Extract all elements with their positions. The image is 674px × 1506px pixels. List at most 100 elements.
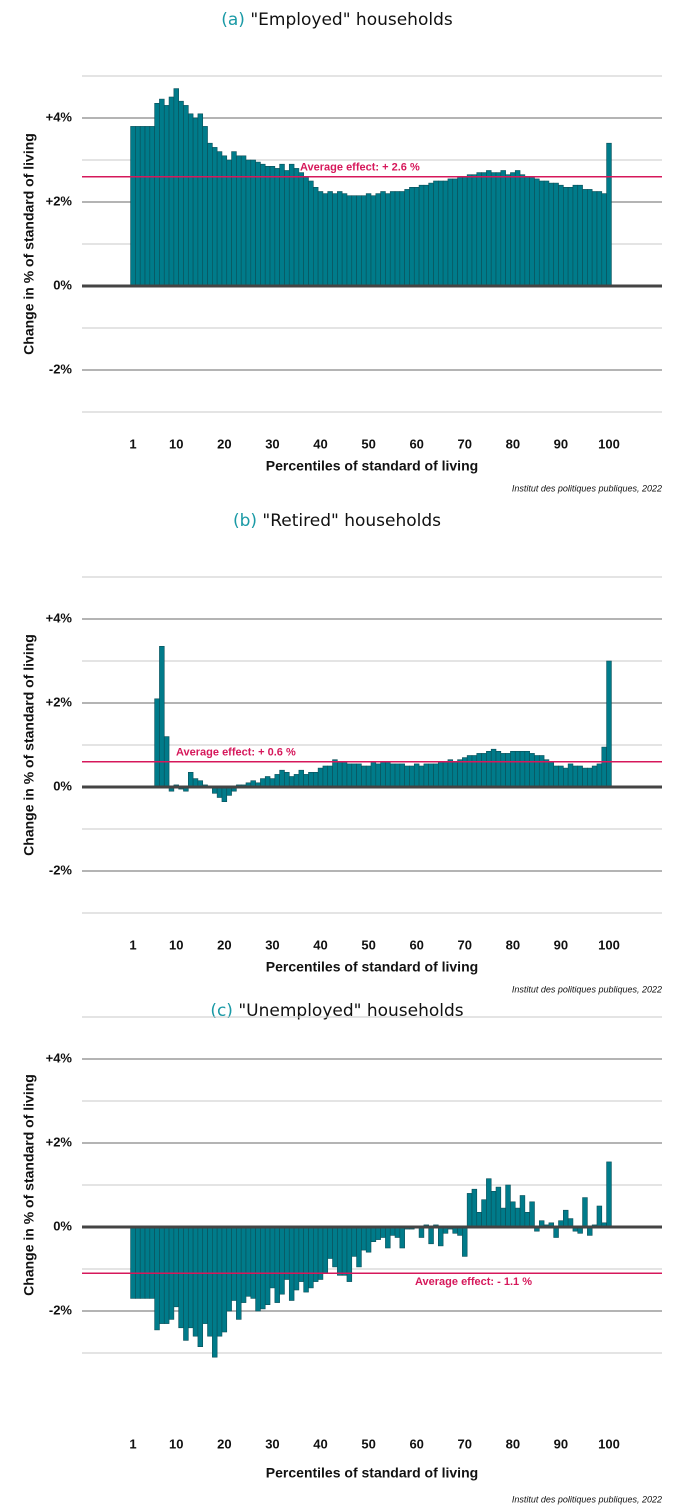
- bar: [149, 1226, 155, 1299]
- bar: [548, 182, 555, 287]
- bar: [231, 1226, 237, 1301]
- bar: [149, 126, 155, 287]
- bar: [144, 1226, 151, 1299]
- y-tick-label: +4%: [46, 1050, 73, 1065]
- bar: [337, 191, 343, 287]
- bar: [341, 1226, 348, 1276]
- bar: [303, 774, 309, 788]
- bar: [240, 1226, 247, 1303]
- bar: [582, 767, 588, 788]
- bar: [187, 1226, 194, 1329]
- x-tick-label: 10: [169, 937, 183, 952]
- average-label: Average effect: + 0.6 %: [176, 747, 296, 759]
- bar: [519, 174, 526, 287]
- bar: [510, 172, 516, 287]
- bar: [288, 776, 295, 788]
- y-axis-label: Change in % of standard of living: [21, 133, 37, 355]
- average-label: Average effect: + 2.6 %: [300, 162, 420, 174]
- chart-title: (b) "Retired" households: [233, 511, 441, 531]
- bar: [361, 1226, 367, 1251]
- bar: [423, 184, 429, 287]
- x-tick-label: 40: [313, 1436, 327, 1451]
- bar: [519, 1195, 526, 1228]
- bar: [327, 765, 333, 788]
- y-tick-label: +2%: [46, 1134, 73, 1149]
- bar: [490, 748, 497, 788]
- bar: [389, 191, 396, 287]
- bar: [582, 1197, 588, 1228]
- bar: [462, 1226, 468, 1257]
- bar: [351, 195, 357, 287]
- bar: [317, 767, 324, 788]
- bar: [346, 195, 353, 287]
- bar: [159, 98, 165, 287]
- bar: [433, 763, 439, 788]
- bar: [351, 763, 357, 788]
- bar: [250, 1226, 256, 1299]
- bar: [596, 1205, 603, 1228]
- bar: [269, 1226, 276, 1289]
- x-axis-label: Percentiles of standard of living: [266, 959, 478, 975]
- bar: [284, 771, 290, 788]
- bar: [514, 170, 521, 287]
- bar: [212, 147, 218, 287]
- bar: [192, 1226, 199, 1337]
- bar: [284, 170, 290, 287]
- bar: [538, 180, 545, 287]
- bar: [212, 1226, 218, 1358]
- bar: [322, 765, 329, 788]
- bar: [413, 763, 420, 788]
- x-tick-label: 30: [265, 436, 279, 451]
- bar: [471, 1188, 478, 1228]
- bar: [337, 1226, 343, 1276]
- bar: [567, 763, 574, 788]
- bar: [187, 771, 194, 788]
- bar: [313, 187, 319, 287]
- bar: [154, 698, 160, 788]
- x-axis-label: Percentiles of standard of living: [266, 1465, 478, 1481]
- x-tick-label: 70: [458, 937, 472, 952]
- bar: [447, 759, 454, 788]
- bar: [563, 1209, 569, 1228]
- bar: [288, 163, 295, 287]
- bar: [500, 1207, 506, 1228]
- bar: [317, 191, 324, 287]
- bar: [514, 1207, 521, 1228]
- bar: [466, 755, 473, 788]
- bar: [428, 763, 434, 788]
- bar: [577, 184, 583, 287]
- bar: [524, 176, 530, 287]
- title-text: "Retired" households: [262, 511, 441, 531]
- bar: [505, 1184, 511, 1228]
- bar: [529, 753, 535, 788]
- bar: [481, 753, 487, 788]
- bar: [572, 184, 579, 287]
- bar: [466, 1193, 473, 1228]
- x-tick-label: 50: [361, 937, 375, 952]
- bar: [139, 1226, 146, 1299]
- bar: [563, 767, 569, 788]
- bar: [279, 769, 285, 788]
- bar: [183, 1226, 189, 1341]
- bar: [240, 155, 247, 287]
- x-tick-label: 90: [554, 937, 568, 952]
- bar: [524, 1212, 530, 1228]
- bar: [370, 761, 377, 788]
- bar: [298, 769, 304, 788]
- bar: [322, 1226, 329, 1274]
- panel: (c) "Unemployed" households +4% +2% 0% -2% Av…: [21, 1001, 662, 1504]
- bar: [216, 786, 223, 798]
- bar: [476, 1212, 482, 1228]
- bar: [361, 195, 367, 287]
- x-tick-label: 20: [217, 436, 231, 451]
- bar: [394, 1226, 401, 1238]
- bar: [529, 176, 535, 287]
- x-tick-label: 1: [129, 1436, 136, 1451]
- y-tick-label: +4%: [46, 610, 73, 625]
- bar: [399, 191, 405, 287]
- bar: [606, 660, 612, 788]
- x-tick-label: 50: [361, 1436, 375, 1451]
- bar: [591, 765, 598, 788]
- y-tick-label: 0%: [53, 778, 72, 793]
- bar: [226, 159, 232, 287]
